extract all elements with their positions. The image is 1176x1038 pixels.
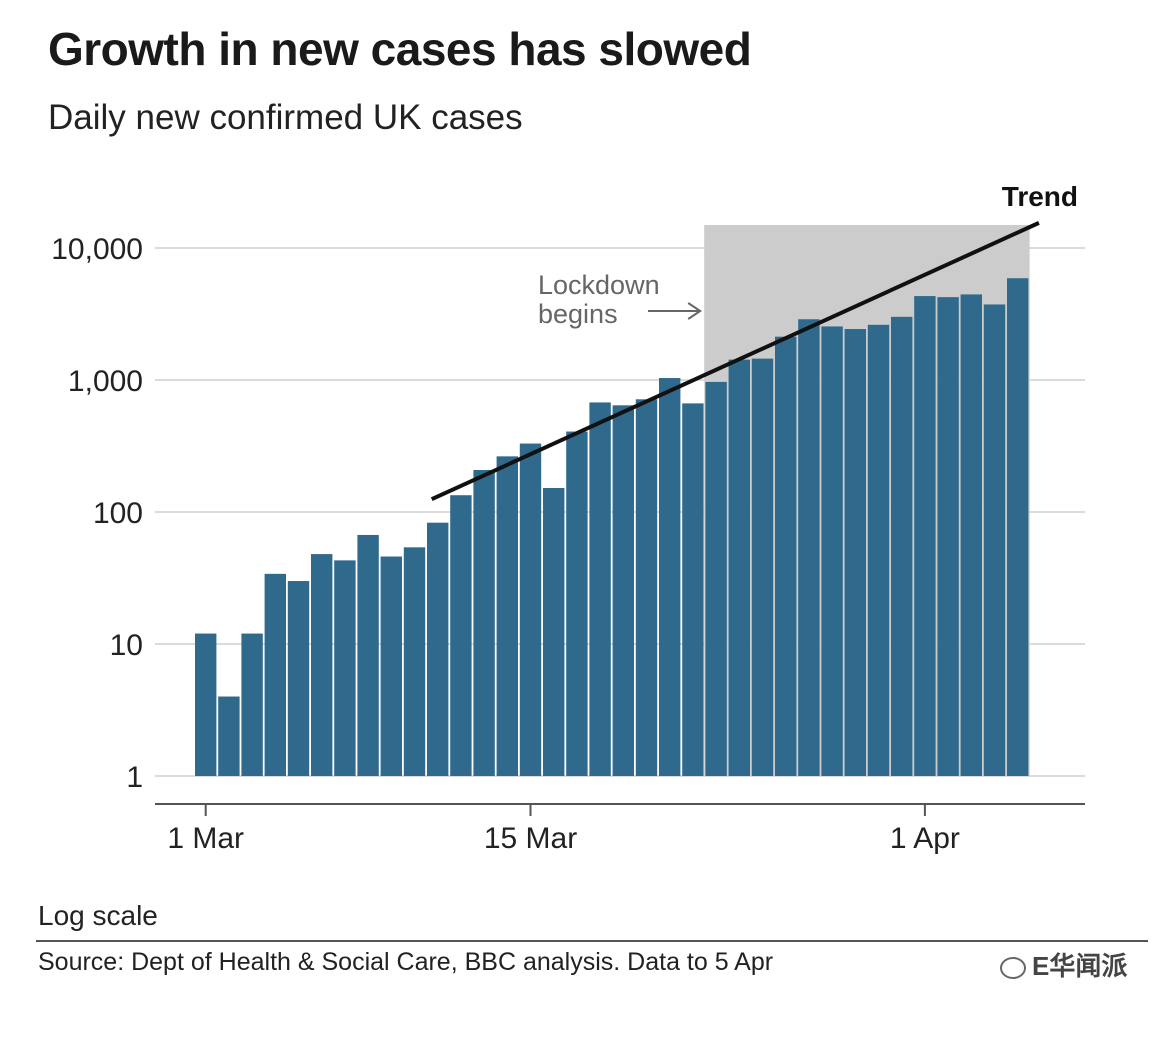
bar — [960, 294, 982, 776]
x-tick-label: 15 Mar — [484, 822, 577, 855]
bar — [473, 470, 495, 776]
bar — [543, 487, 565, 776]
y-tick-label: 10 — [110, 629, 143, 662]
bar — [380, 556, 402, 776]
bar — [914, 296, 936, 776]
chart-subtitle: Daily new confirmed UK cases — [48, 98, 523, 137]
log-scale-note: Log scale — [38, 900, 158, 931]
chart-title: Growth in new cases has slowed — [48, 23, 752, 75]
bar — [195, 633, 217, 776]
lockdown-arrow-head — [687, 302, 703, 320]
trend-label: Trend — [1002, 181, 1078, 212]
bar — [705, 381, 727, 776]
y-tick-label: 100 — [93, 497, 143, 530]
y-tick-label: 1,000 — [68, 365, 143, 398]
bars — [195, 278, 1029, 776]
bar — [287, 581, 310, 776]
bar — [589, 402, 611, 776]
footer-rule — [36, 940, 1148, 942]
bar — [821, 326, 843, 776]
bar — [937, 297, 959, 776]
bar — [241, 633, 263, 776]
bar — [891, 316, 913, 776]
trend-line — [430, 221, 1040, 502]
bar — [1007, 278, 1029, 776]
watermark-text: E华闻派 — [1032, 951, 1128, 981]
bar — [519, 443, 542, 776]
y-axis-labels: 1 10 100 1,000 10,000 — [51, 233, 143, 794]
bar — [844, 329, 866, 776]
bar — [612, 405, 634, 776]
bar — [775, 336, 797, 776]
wechat-icon — [1000, 957, 1026, 980]
bar — [264, 573, 286, 776]
bar — [566, 431, 588, 776]
bar — [311, 554, 333, 776]
y-tick-label: 1 — [126, 761, 143, 794]
bar — [427, 522, 449, 776]
bar — [751, 358, 774, 776]
bar — [728, 359, 750, 776]
bar — [867, 324, 890, 776]
lockdown-annotation: Lockdown begins — [538, 270, 703, 329]
y-tick-label: 10,000 — [51, 233, 143, 266]
bar — [659, 378, 681, 776]
bar — [450, 495, 472, 776]
bar — [357, 534, 379, 776]
bar — [334, 560, 356, 776]
watermark: E华闻派 — [1000, 946, 1127, 983]
lockdown-label-line1: Lockdown — [538, 270, 660, 300]
bar — [798, 319, 820, 776]
bar — [218, 696, 240, 776]
bar — [635, 399, 658, 776]
bar — [403, 547, 426, 776]
lockdown-label-line2: begins — [538, 299, 618, 329]
x-tick-label: 1 Apr — [890, 822, 960, 855]
bar — [496, 456, 518, 776]
bar — [983, 304, 1006, 776]
source-note: Source: Dept of Health & Social Care, BB… — [38, 948, 774, 976]
x-tick-label: 1 Mar — [167, 822, 244, 855]
bar — [682, 403, 704, 776]
x-axis-ticks: 1 Mar 15 Mar 1 Apr — [167, 804, 960, 855]
